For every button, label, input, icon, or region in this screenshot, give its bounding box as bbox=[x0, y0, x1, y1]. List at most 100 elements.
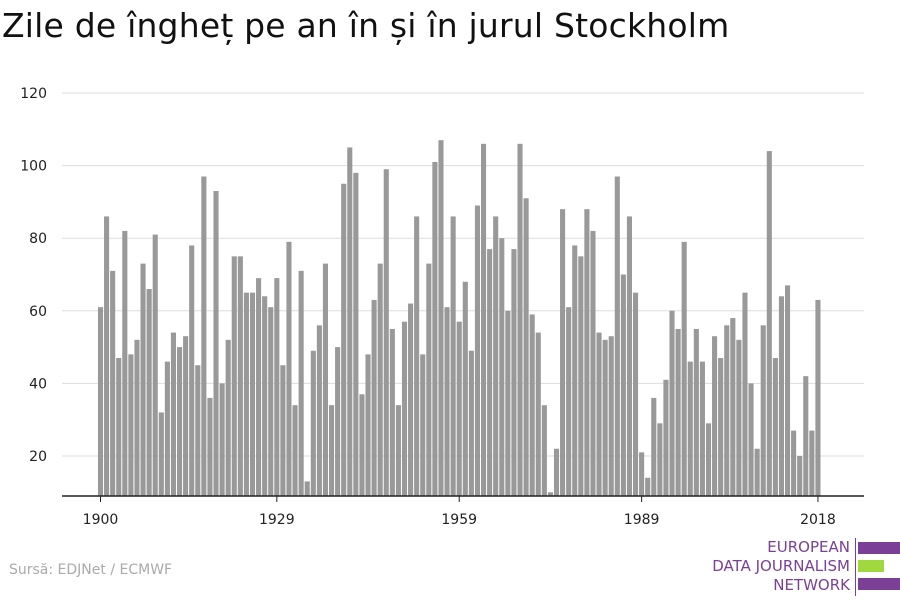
bar bbox=[784, 285, 791, 496]
bar bbox=[663, 379, 669, 496]
bar bbox=[371, 299, 377, 496]
bar bbox=[97, 307, 104, 496]
bar bbox=[553, 448, 560, 496]
bar bbox=[596, 332, 602, 496]
logo-bar-bottom bbox=[858, 578, 900, 590]
y-tick-label: 20 bbox=[29, 449, 47, 465]
bar bbox=[280, 365, 286, 496]
bar bbox=[742, 292, 748, 496]
bar bbox=[243, 292, 249, 496]
bar bbox=[681, 241, 687, 496]
bar bbox=[298, 270, 304, 496]
x-axis-labels: 1900 1929 1959 1989 2018 bbox=[83, 512, 836, 528]
bar bbox=[152, 234, 158, 496]
bar bbox=[170, 332, 177, 496]
source-note: Sursă: EDJNet / ECMWF bbox=[9, 562, 173, 578]
logo-line-3: NETWORK bbox=[773, 576, 850, 594]
y-tick-label: 120 bbox=[20, 86, 47, 102]
bar bbox=[225, 339, 231, 496]
bar bbox=[219, 383, 225, 496]
bar bbox=[432, 161, 438, 496]
bar bbox=[724, 325, 730, 496]
bar bbox=[651, 397, 657, 496]
bar bbox=[639, 452, 645, 496]
bar bbox=[335, 347, 341, 496]
bar bbox=[201, 176, 207, 497]
bar bbox=[377, 263, 383, 496]
bar bbox=[444, 307, 450, 496]
bar bbox=[754, 448, 760, 496]
bar bbox=[207, 397, 213, 496]
logo-bar-top bbox=[858, 542, 900, 554]
bar bbox=[322, 263, 329, 496]
bar bbox=[304, 481, 310, 496]
bar bbox=[438, 140, 444, 496]
logo-line-1: EUROPEAN bbox=[767, 538, 850, 556]
bar bbox=[730, 318, 736, 496]
bar bbox=[286, 241, 292, 496]
bar bbox=[420, 354, 426, 496]
bar bbox=[517, 143, 523, 496]
bar bbox=[365, 354, 371, 496]
bar bbox=[310, 350, 316, 496]
bar bbox=[760, 325, 766, 496]
bar bbox=[262, 296, 268, 496]
bar bbox=[426, 263, 432, 496]
bar bbox=[809, 430, 815, 496]
bar bbox=[462, 281, 468, 496]
logo-bar-middle bbox=[858, 560, 884, 572]
bar bbox=[347, 147, 353, 496]
bar bbox=[620, 274, 626, 496]
bar bbox=[766, 151, 772, 496]
bar bbox=[164, 361, 170, 496]
x-axis bbox=[62, 495, 864, 502]
bar bbox=[523, 198, 529, 496]
bar bbox=[815, 299, 821, 496]
bar bbox=[687, 361, 693, 496]
bar bbox=[158, 412, 164, 496]
bar bbox=[408, 303, 414, 496]
bar bbox=[547, 492, 553, 496]
bar bbox=[237, 256, 243, 496]
bar bbox=[560, 209, 566, 496]
bar bbox=[128, 354, 134, 496]
logo-line-2: DATA JOURNALISM bbox=[712, 557, 850, 575]
bar bbox=[797, 456, 803, 496]
bar bbox=[778, 296, 785, 496]
x-tick-label: 1900 bbox=[83, 512, 119, 528]
bar bbox=[602, 339, 608, 496]
bar bbox=[772, 357, 778, 496]
bar bbox=[584, 209, 590, 496]
bar bbox=[468, 350, 474, 496]
bar bbox=[693, 328, 699, 496]
bar bbox=[116, 357, 122, 496]
bar bbox=[213, 191, 219, 496]
bar bbox=[608, 336, 614, 496]
bar bbox=[401, 321, 408, 496]
logo-divider bbox=[855, 538, 856, 596]
bar bbox=[675, 328, 681, 496]
y-tick-label: 100 bbox=[20, 159, 47, 175]
bar bbox=[541, 405, 547, 496]
bar bbox=[231, 256, 237, 496]
bar bbox=[718, 357, 724, 496]
bar bbox=[450, 216, 456, 497]
bar bbox=[268, 307, 274, 496]
bar bbox=[529, 314, 535, 496]
bar bbox=[511, 249, 517, 496]
bar bbox=[578, 256, 584, 496]
chart-title: Zile de îngheț pe an în și în jurul Stoc… bbox=[2, 6, 730, 45]
bar bbox=[657, 423, 663, 496]
bar bbox=[736, 339, 742, 496]
bar bbox=[292, 405, 298, 496]
bar bbox=[590, 230, 596, 496]
bar bbox=[104, 216, 110, 497]
bars bbox=[97, 140, 821, 497]
bar bbox=[699, 361, 705, 496]
bar bbox=[383, 169, 389, 497]
bar bbox=[195, 365, 201, 496]
edjnet-logo: EUROPEAN DATA JOURNALISM NETWORK bbox=[700, 538, 900, 596]
bar bbox=[176, 347, 183, 496]
bar bbox=[645, 477, 651, 496]
